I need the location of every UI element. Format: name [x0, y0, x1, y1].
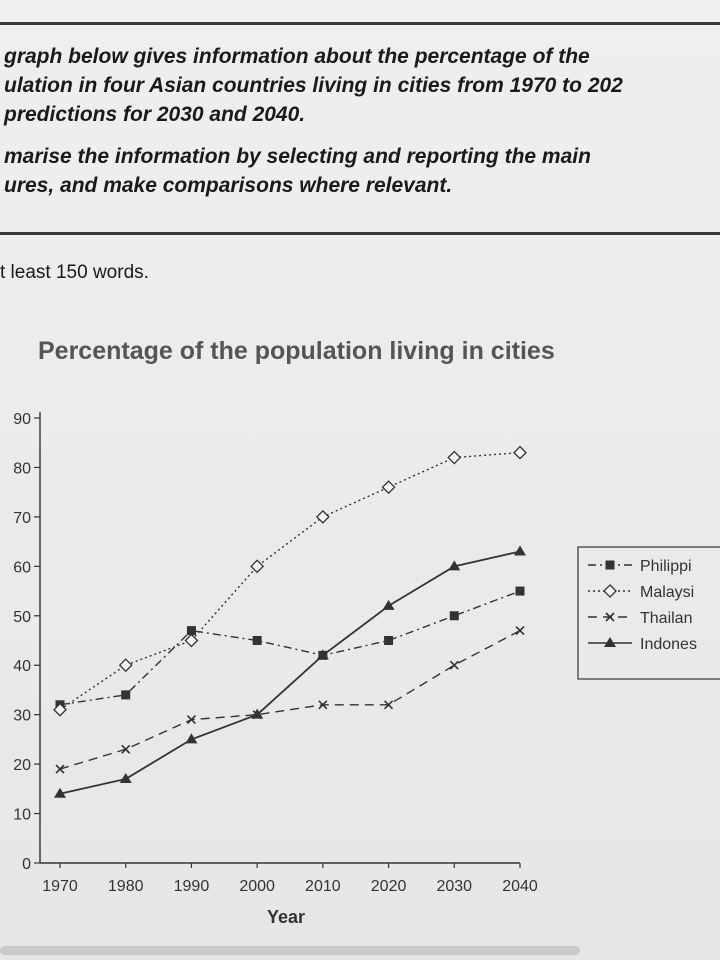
- data-point: [186, 715, 196, 725]
- legend-label: Thailan: [640, 610, 692, 627]
- task-line: predictions for 2030 and 2040.: [4, 103, 306, 126]
- data-point: [118, 658, 133, 673]
- data-point: [121, 744, 131, 754]
- x-tick-label: 2000: [239, 878, 275, 895]
- task-description: graph below gives information about the …: [4, 42, 720, 200]
- series-line: [59, 550, 521, 795]
- horizontal-scrollbar[interactable]: [0, 946, 580, 955]
- y-tick-label: 20: [13, 757, 31, 774]
- task-line: graph below gives information about the …: [4, 45, 590, 68]
- x-tick-label: 1990: [174, 878, 210, 895]
- data-point: [384, 636, 394, 645]
- chart-series: [53, 445, 527, 798]
- legend-marker: [604, 637, 616, 647]
- data-point: [515, 626, 525, 636]
- data-point: [185, 733, 198, 744]
- y-tick-label: 10: [13, 807, 31, 824]
- y-tick-label: 60: [13, 559, 31, 576]
- data-point: [515, 586, 525, 596]
- x-tick-label: 2040: [502, 878, 538, 895]
- task-line: ulation in four Asian countries living i…: [4, 74, 623, 97]
- section-rule: [0, 232, 720, 235]
- data-point: [514, 545, 526, 556]
- data-point: [384, 700, 394, 710]
- data-point: [184, 633, 199, 648]
- series-diamond: [53, 445, 527, 717]
- x-tick-label: 1980: [108, 878, 144, 895]
- y-tick-label: 70: [13, 510, 31, 527]
- data-point: [55, 764, 65, 774]
- legend-marker: [605, 560, 615, 570]
- x-tick-label: 1970: [42, 878, 78, 895]
- data-point: [513, 445, 527, 460]
- data-point: [53, 702, 67, 717]
- series-square: [55, 586, 525, 710]
- data-point: [382, 599, 395, 610]
- y-tick-label: 50: [13, 609, 31, 626]
- data-point: [54, 787, 66, 798]
- data-point: [318, 700, 328, 710]
- legend-marker: [603, 584, 617, 598]
- task-line: ures, and make comparisons where relevan…: [4, 174, 453, 197]
- y-tick-label: 80: [13, 460, 31, 477]
- data-point: [250, 559, 265, 574]
- y-tick-label: 0: [22, 856, 31, 873]
- data-point: [119, 772, 132, 783]
- data-point: [251, 708, 264, 719]
- data-point: [449, 660, 459, 670]
- word-count-instruction: t least 150 words.: [0, 262, 149, 283]
- series-triangle: [54, 545, 526, 798]
- task-line: marise the information by selecting and …: [4, 145, 591, 168]
- data-point: [447, 450, 462, 465]
- series-line: [59, 629, 521, 770]
- data-point: [186, 626, 196, 636]
- data-point: [316, 649, 329, 660]
- x-tick-label: 2020: [371, 878, 407, 895]
- legend-marker: [605, 612, 615, 622]
- data-point: [252, 636, 262, 645]
- data-point: [315, 509, 330, 524]
- data-point: [121, 690, 131, 700]
- x-tick-label: 2030: [436, 878, 472, 895]
- chart-legend: Philippi Malaysi Thailan Indones: [577, 546, 720, 680]
- y-tick-label: 40: [13, 658, 31, 675]
- chart-title: Percentage of the population living in c…: [38, 337, 555, 365]
- y-tick-label: 30: [13, 708, 31, 725]
- legend-box: [577, 546, 720, 680]
- top-rule: [0, 22, 720, 25]
- series-line: [59, 451, 521, 711]
- legend-label: Indones: [640, 636, 697, 653]
- y-tick-label: 90: [13, 411, 31, 428]
- data-point: [381, 480, 396, 495]
- line-chart: Percentage of the population living in c…: [13, 337, 720, 925]
- series-line: [59, 590, 521, 706]
- data-point: [448, 560, 461, 571]
- data-point: [449, 611, 459, 621]
- legend-label: Philippi: [640, 558, 692, 575]
- x-tick-label: 2010: [305, 878, 341, 895]
- legend-label: Malaysi: [640, 584, 694, 601]
- x-axis-label: Year: [267, 907, 305, 925]
